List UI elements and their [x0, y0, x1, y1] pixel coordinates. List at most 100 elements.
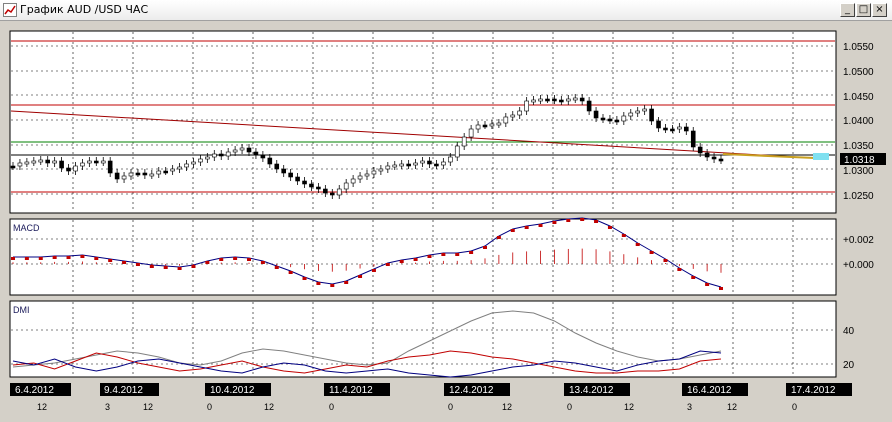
- macd-signal-dot: [510, 229, 515, 232]
- candle-body: [621, 115, 627, 122]
- candle-body: [510, 114, 516, 118]
- candle-body: [128, 172, 134, 177]
- candle-body: [670, 128, 675, 132]
- hour-label: 0: [792, 402, 797, 412]
- macd-signal-dot: [705, 283, 710, 286]
- candle-body: [329, 192, 335, 196]
- chart-area[interactable]: 1.0550 1.0500 1.0450 1.0400 1.0350 1.030…: [3, 21, 889, 421]
- hour-label: 12: [727, 402, 737, 412]
- macd-signal-dot: [80, 255, 85, 258]
- price-panel[interactable]: [9, 30, 837, 214]
- candlestick-series: [10, 94, 724, 199]
- candle-body: [656, 120, 661, 129]
- macd-series: [11, 217, 723, 290]
- date-box: 11.4.2012: [324, 383, 390, 396]
- date-box: 10.4.2012: [205, 383, 271, 396]
- candle-body: [371, 170, 377, 175]
- close-button[interactable]: ×: [872, 3, 887, 17]
- candle-body: [211, 153, 217, 158]
- candle-body: [163, 170, 169, 174]
- macd-signal-dot: [191, 265, 196, 268]
- candle-body: [704, 152, 710, 158]
- dmi-panel[interactable]: [9, 300, 837, 378]
- date-box: 6.4.2012: [10, 383, 71, 396]
- macd-signal-dot: [274, 266, 279, 269]
- macd-signal-dot: [233, 257, 238, 260]
- candle-body: [10, 165, 16, 169]
- price-tick: 1.0550: [843, 42, 874, 53]
- macd-label: MACD: [13, 223, 40, 233]
- candle-body: [628, 112, 634, 117]
- candle-body: [267, 157, 273, 165]
- hour-label: 3: [105, 402, 110, 412]
- candle-body: [468, 128, 474, 138]
- candle-body: [531, 99, 536, 103]
- candle-body: [225, 151, 231, 157]
- macd-tick: +0.002: [843, 235, 874, 246]
- date-label: 17.4.2012: [791, 385, 836, 396]
- candle-body: [607, 118, 613, 122]
- macd-signal-dot: [538, 224, 543, 227]
- candle-body: [635, 110, 641, 114]
- date-label: 11.4.2012: [329, 385, 373, 396]
- candle-body: [357, 175, 363, 180]
- candle-body: [66, 167, 71, 172]
- candle-body: [156, 170, 162, 175]
- macd-tick: +0.000: [843, 260, 874, 271]
- candle-body: [385, 165, 391, 170]
- candle-body: [191, 161, 196, 165]
- candle-body: [218, 153, 224, 157]
- candle-body: [114, 172, 120, 180]
- candle-body: [24, 161, 30, 165]
- candle-body: [690, 130, 696, 148]
- current-price-marker: [813, 153, 829, 160]
- macd-signal-dot: [441, 253, 446, 256]
- candle-body: [572, 97, 578, 101]
- macd-signal-dot: [205, 261, 210, 264]
- candle-body: [552, 98, 557, 102]
- candle-body: [149, 173, 155, 177]
- hour-label: 3: [687, 402, 692, 412]
- maximize-button[interactable]: □: [856, 3, 871, 17]
- minimize-button[interactable]: _: [840, 3, 855, 17]
- candle-body: [323, 188, 328, 194]
- trend-line: [10, 110, 814, 159]
- macd-signal-dot: [607, 226, 612, 229]
- macd-signal-dot: [66, 256, 71, 259]
- price-axis: 1.0550 1.0500 1.0450 1.0400 1.0350 1.030…: [843, 42, 874, 202]
- price-tick: 1.0400: [843, 116, 874, 127]
- candle-body: [565, 98, 571, 102]
- candle-body: [517, 110, 523, 116]
- macd-panel[interactable]: [9, 218, 837, 296]
- macd-signal-dot: [455, 253, 460, 256]
- candle-body: [246, 147, 252, 153]
- candle-body: [378, 168, 384, 172]
- candle-body: [593, 110, 599, 119]
- candle-body: [406, 163, 411, 167]
- macd-signal-dot: [24, 257, 29, 260]
- macd-signal-dot: [580, 218, 585, 221]
- price-tick: 1.0300: [843, 166, 874, 177]
- macd-signal-dot: [94, 257, 99, 260]
- macd-signal-dot: [177, 267, 182, 270]
- candle-body: [302, 180, 307, 185]
- candle-body: [107, 160, 113, 174]
- candle-body: [31, 160, 37, 164]
- macd-line: [13, 217, 722, 288]
- chart-svg[interactable]: 1.0550 1.0500 1.0450 1.0400 1.0350 1.030…: [3, 21, 889, 421]
- candle-body: [545, 98, 550, 102]
- dmi-tick: 20: [843, 360, 855, 371]
- candle-body: [288, 172, 293, 178]
- candle-body: [579, 97, 585, 102]
- candle-body: [17, 162, 23, 167]
- chart-app-icon: [3, 3, 17, 17]
- macd-signal-dot: [427, 255, 432, 258]
- macd-signal-dot: [135, 263, 140, 266]
- candle-body: [198, 158, 203, 163]
- candle-body: [614, 119, 620, 123]
- candle-body: [441, 161, 446, 166]
- hour-label: 12: [502, 402, 512, 412]
- macd-signal-dot: [288, 271, 293, 274]
- date-label: 12.4.2012: [449, 385, 494, 396]
- candle-body: [232, 149, 238, 153]
